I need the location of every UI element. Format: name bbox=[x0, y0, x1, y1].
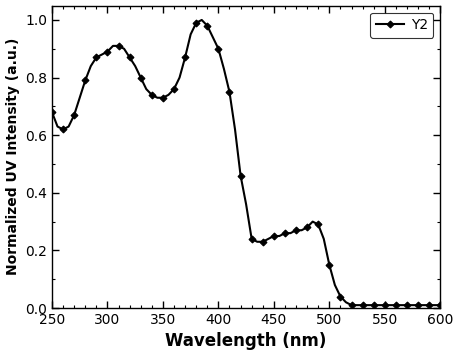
Y2 bbox=[437, 303, 443, 307]
Y2 bbox=[288, 231, 293, 235]
Y2 bbox=[105, 49, 110, 54]
Y-axis label: Normalized UV Intensity (a.u.): Normalized UV Intensity (a.u.) bbox=[6, 38, 20, 276]
X-axis label: Wavelength (nm): Wavelength (nm) bbox=[165, 333, 327, 350]
Y2 bbox=[199, 18, 205, 22]
Y2 bbox=[60, 127, 66, 132]
Y2 bbox=[243, 202, 249, 206]
Y2 bbox=[410, 303, 415, 307]
Y2 bbox=[49, 110, 55, 114]
Legend: Y2: Y2 bbox=[370, 12, 433, 38]
Line: Y2: Y2 bbox=[50, 17, 442, 308]
Y2 bbox=[426, 303, 432, 307]
Y2 bbox=[349, 303, 354, 307]
